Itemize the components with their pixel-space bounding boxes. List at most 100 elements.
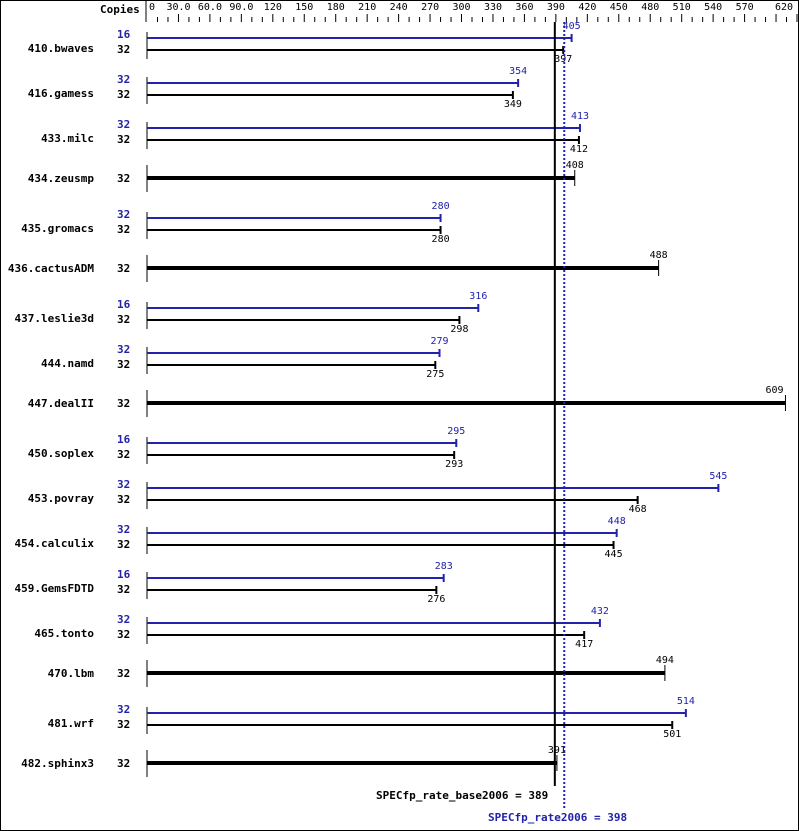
axis-tick-label: 360: [515, 2, 534, 13]
base-summary-label: SPECfp_rate_base2006 = 389: [376, 789, 549, 802]
peak-copies: 32: [117, 703, 131, 716]
base-copies: 32: [117, 313, 131, 326]
benchmark-label: 447.dealII: [27, 397, 94, 410]
base-copies: 32: [117, 262, 131, 275]
base-value-label: 412: [569, 144, 588, 155]
base-copies: 32: [117, 628, 131, 641]
peak-value-label: 279: [430, 336, 449, 347]
base-copies: 32: [117, 538, 131, 551]
benchmark-label: 435.gromacs: [21, 222, 94, 235]
axis-tick-label: 420: [578, 2, 597, 13]
peak-value-label: 280: [431, 201, 450, 212]
base-value-label: 298: [450, 324, 469, 335]
axis-tick-label: 620: [775, 2, 794, 13]
base-copies: 32: [117, 358, 131, 371]
peak-copies: 16: [117, 298, 131, 311]
benchmark-label: 470.lbm: [47, 667, 94, 680]
axis-tick-label: 120: [263, 2, 282, 13]
peak-copies: 32: [117, 118, 131, 131]
base-value-label: 349: [503, 99, 522, 110]
axis-tick-label: 480: [641, 2, 660, 13]
benchmark-label: 465.tonto: [34, 627, 94, 640]
peak-copies: 16: [117, 28, 131, 41]
base-value-label: 468: [628, 504, 647, 515]
peak-value-label: 405: [562, 21, 581, 32]
base-copies: 32: [117, 133, 131, 146]
axis-tick-label: 60.0: [197, 2, 222, 13]
axis-tick-label: 240: [389, 2, 408, 13]
base-value-label: 609: [765, 385, 784, 396]
peak-copies: 32: [117, 523, 131, 536]
benchmark-label: 482.sphinx3: [21, 757, 94, 770]
base-copies: 32: [117, 448, 131, 461]
base-value-label: 494: [655, 655, 674, 666]
base-copies: 32: [117, 88, 131, 101]
axis-tick-label: 0: [149, 2, 156, 13]
peak-value-label: 295: [447, 426, 466, 437]
peak-value-label: 354: [509, 66, 528, 77]
base-value-label: 397: [554, 54, 573, 65]
benchmark-label: 410.bwaves: [27, 42, 94, 55]
axis-tick-label: 210: [358, 2, 377, 13]
axis-tick-label: 90.0: [229, 2, 254, 13]
base-copies: 32: [117, 493, 131, 506]
base-copies: 32: [117, 757, 131, 770]
peak-value-label: 545: [709, 471, 728, 482]
base-copies: 32: [117, 718, 131, 731]
base-value-label: 275: [426, 369, 445, 380]
benchmark-label: 434.zeusmp: [27, 172, 94, 185]
peak-value-label: 432: [590, 606, 609, 617]
base-value-label: 293: [445, 459, 464, 470]
axis-tick-label: 30.0: [166, 2, 191, 13]
peak-copies: 32: [117, 613, 131, 626]
peak-copies: 32: [117, 343, 131, 356]
base-copies: 32: [117, 43, 131, 56]
copies-header: Copies: [100, 3, 140, 16]
benchmark-label: 433.milc: [41, 132, 94, 145]
axis-tick-label: 570: [735, 2, 754, 13]
peak-copies: 16: [117, 433, 131, 446]
base-value-label: 417: [575, 639, 594, 650]
axis-tick-label: 390: [546, 2, 565, 13]
peak-copies: 32: [117, 73, 131, 86]
peak-copies: 16: [117, 568, 131, 581]
benchmark-label: 481.wrf: [47, 717, 94, 730]
base-copies: 32: [117, 397, 131, 410]
axis-tick-label: 270: [421, 2, 440, 13]
peak-value-label: 413: [570, 111, 590, 122]
axis-tick-label: 180: [326, 2, 345, 13]
peak-value-label: 316: [469, 291, 488, 302]
base-copies: 32: [117, 172, 131, 185]
peak-value-label: 283: [434, 561, 453, 572]
base-value-label: 501: [663, 729, 682, 740]
benchmark-label: 453.povray: [27, 492, 94, 505]
axis-tick-label: 540: [704, 2, 723, 13]
base-copies: 32: [117, 583, 131, 596]
peak-copies: 32: [117, 478, 131, 491]
axis-tick-label: 450: [609, 2, 628, 13]
base-copies: 32: [117, 667, 131, 680]
axis-tick-label: 150: [295, 2, 314, 13]
benchmark-label: 450.soplex: [27, 447, 94, 460]
benchmark-label: 459.GemsFDTD: [14, 582, 94, 595]
base-value-label: 280: [431, 234, 450, 245]
axis-tick-label: 330: [483, 2, 503, 13]
peak-value-label: 514: [676, 696, 695, 707]
benchmark-label: 436.cactusADM: [7, 262, 94, 275]
base-value-label: 276: [427, 594, 446, 605]
benchmark-label: 416.gamess: [27, 87, 94, 100]
axis-tick-label: 300: [452, 2, 471, 13]
base-value-label: 391: [547, 745, 566, 756]
benchmark-label: 454.calculix: [14, 537, 94, 550]
base-value-label: 445: [604, 549, 623, 560]
base-value-label: 488: [649, 250, 668, 261]
peak-summary-label: SPECfp_rate2006 = 398: [488, 811, 628, 824]
peak-copies: 32: [117, 208, 131, 221]
axis-tick-label: 510: [672, 2, 691, 13]
benchmark-label: 437.leslie3d: [14, 312, 94, 325]
base-copies: 32: [117, 223, 131, 236]
peak-value-label: 448: [607, 516, 626, 527]
base-value-label: 408: [565, 160, 584, 171]
benchmark-label: 444.namd: [41, 357, 94, 370]
